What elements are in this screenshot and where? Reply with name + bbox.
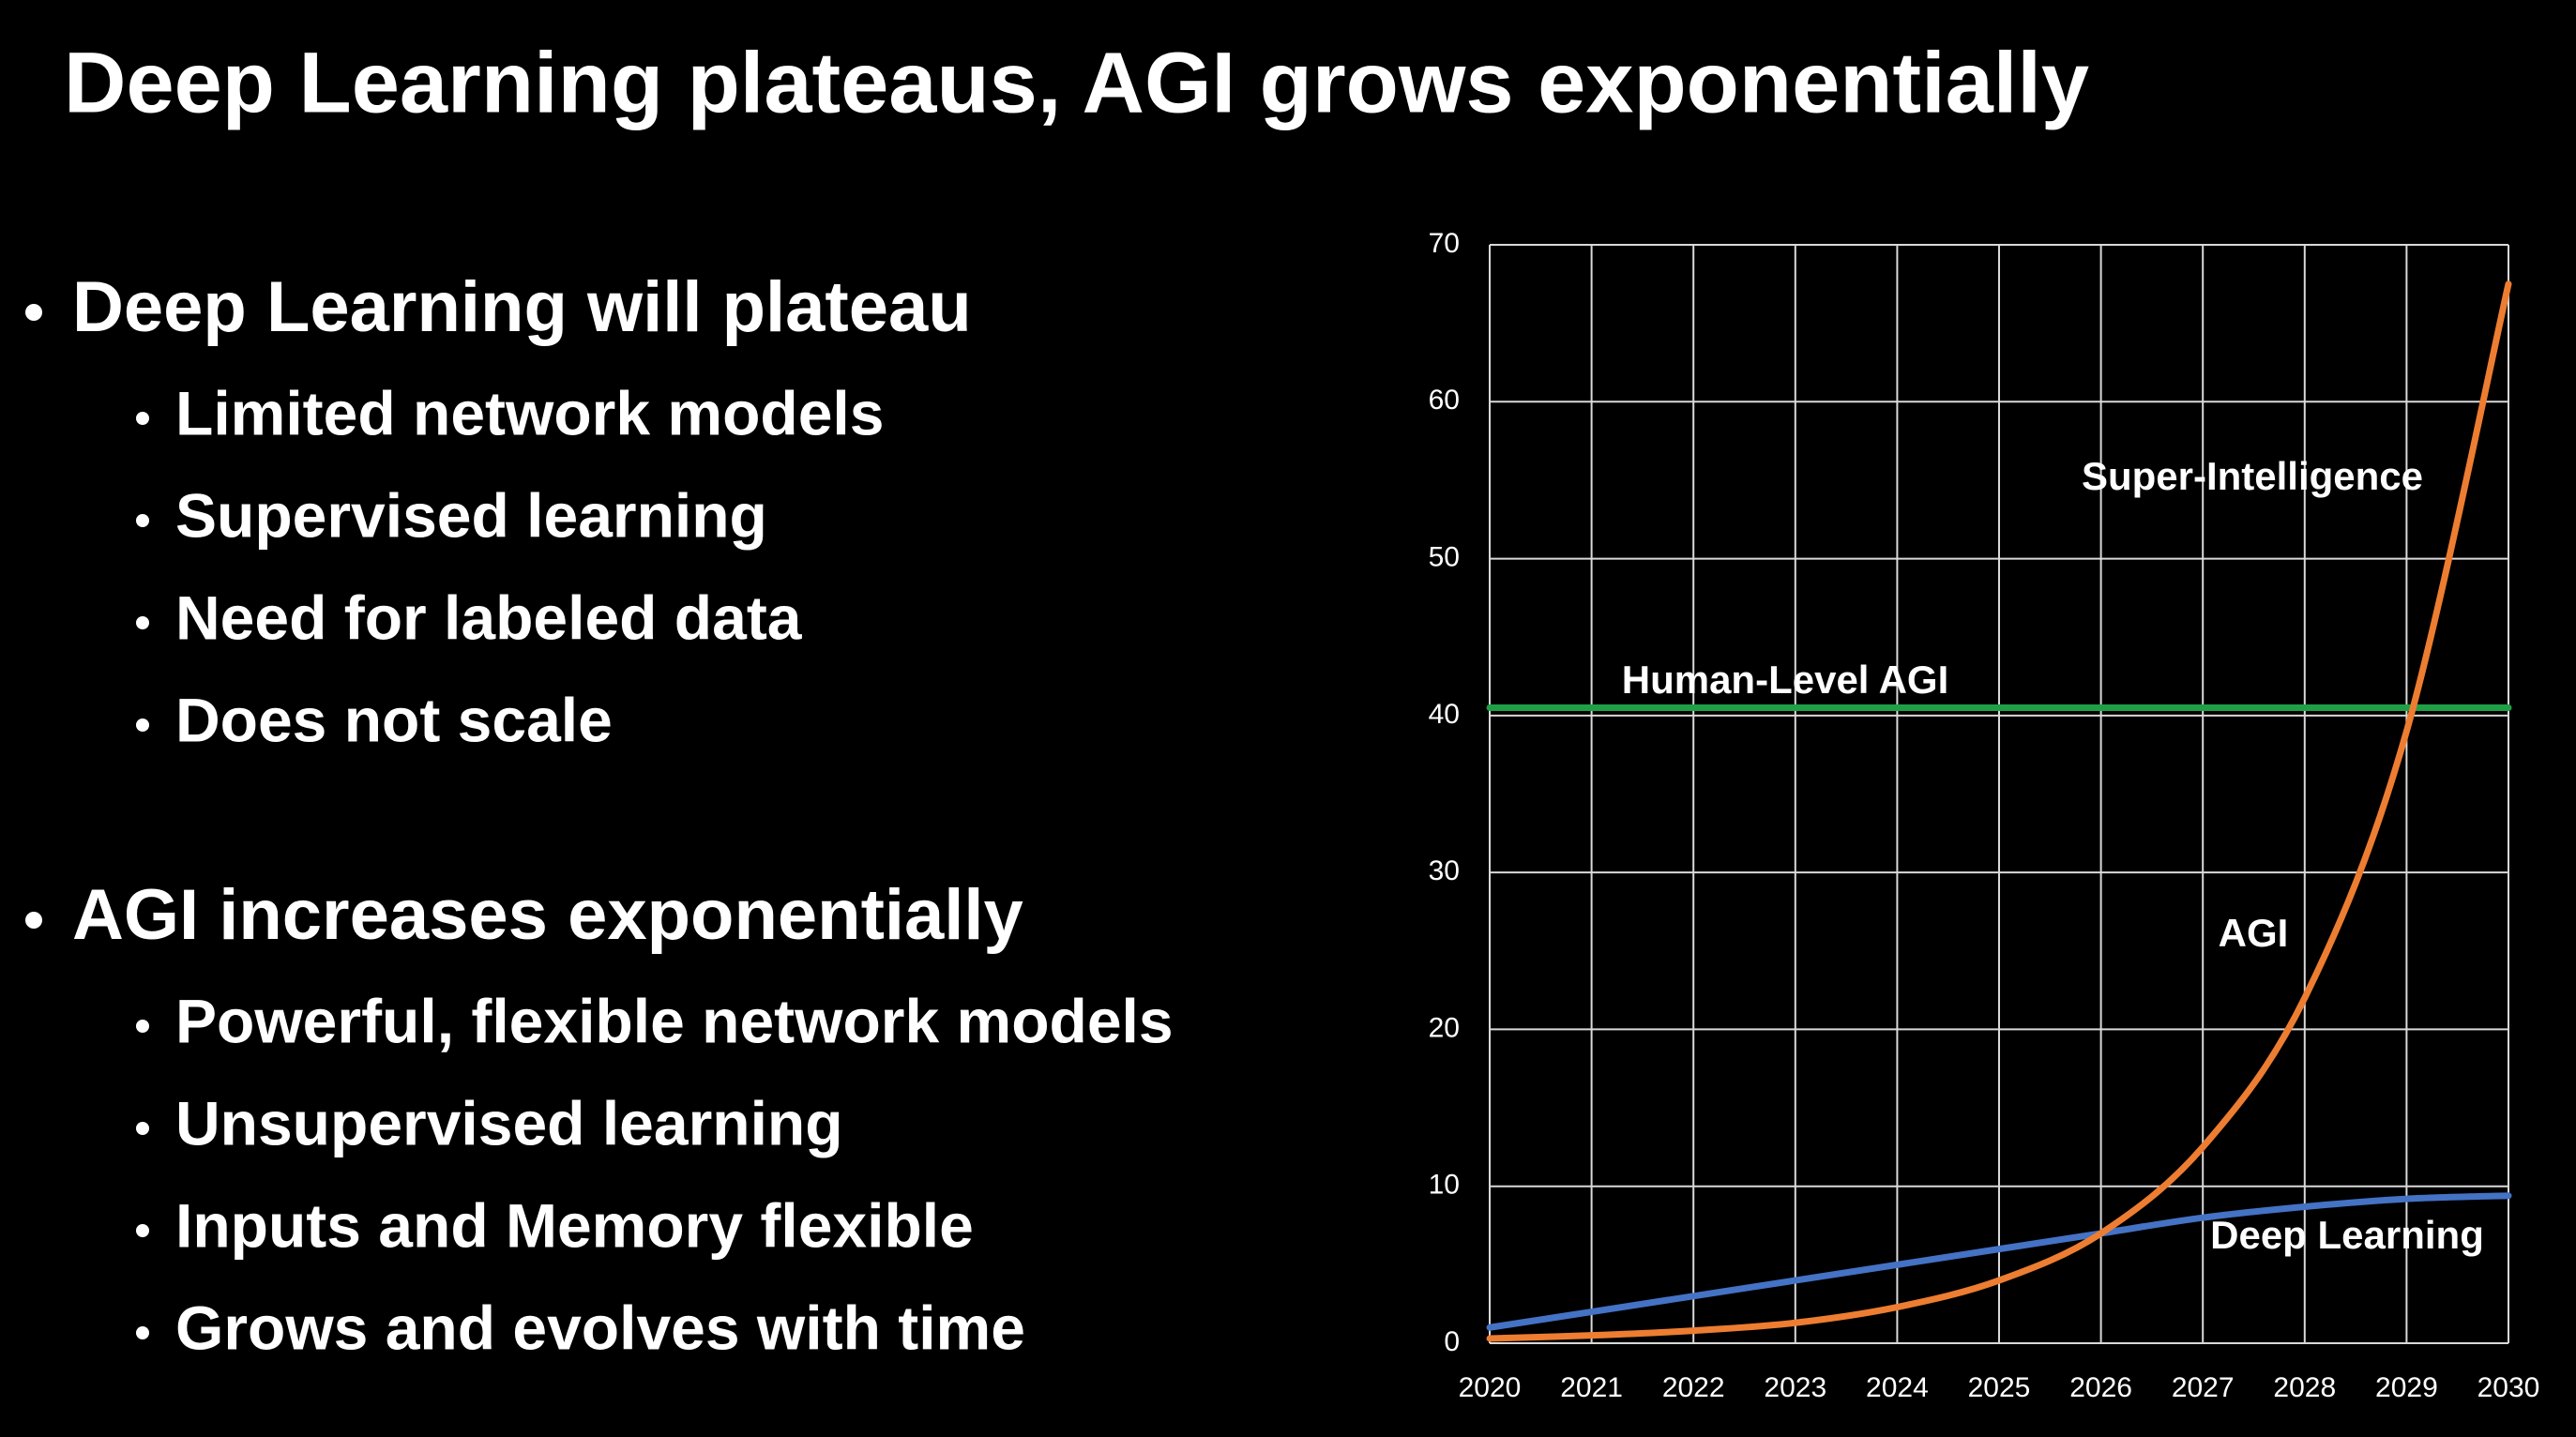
sub-bullet-dot (136, 718, 149, 732)
sub-bullet-text: Limited network models (175, 378, 884, 447)
y-tick-label: 10 (1429, 1170, 1460, 1201)
y-tick-label: 40 (1429, 699, 1460, 730)
series-line (1486, 280, 2512, 1342)
y-tick-label: 30 (1429, 855, 1460, 886)
x-tick-label: 2027 (2172, 1372, 2235, 1403)
slide-title: Deep Learning plateaus, AGI grows expone… (64, 35, 2089, 130)
x-tick-label: 2030 (2478, 1372, 2540, 1403)
sub-bullet-text: Need for labeled data (175, 582, 803, 652)
x-tick-label: 2021 (1560, 1372, 1623, 1403)
series-line (1486, 1192, 2512, 1331)
x-tick-label: 2023 (1764, 1372, 1826, 1403)
x-tick-label: 2029 (2375, 1372, 2438, 1403)
sub-bullet-text: Does not scale (175, 685, 613, 754)
y-tick-label: 50 (1429, 541, 1460, 572)
sub-bullet-dot (136, 616, 149, 629)
y-tick-label: 0 (1444, 1326, 1460, 1357)
sub-bullet-dot (136, 514, 149, 527)
bullet-text: Deep Learning will plateau (72, 267, 972, 347)
bullet-dot (25, 304, 42, 321)
sub-bullet-dot (136, 1122, 149, 1135)
sub-bullet-text: Grows and evolves with time (175, 1293, 1025, 1362)
x-tick-label: 2022 (1662, 1372, 1725, 1403)
bullet-text: AGI increases exponentially (72, 875, 1023, 955)
series-label: Deep Learning (2210, 1213, 2484, 1257)
sub-bullet-text: Unsupervised learning (175, 1088, 843, 1157)
sub-bullet-dot (136, 1326, 149, 1339)
sub-bullet-dot (136, 1224, 149, 1237)
x-tick-label: 2025 (1968, 1372, 2031, 1403)
x-tick-label: 2028 (2273, 1372, 2336, 1403)
y-tick-label: 60 (1429, 385, 1460, 416)
y-tick-label: 70 (1429, 228, 1460, 259)
bullet-dot (25, 912, 42, 929)
series-label: AGI (2219, 911, 2289, 955)
x-tick-label: 2024 (1866, 1372, 1929, 1403)
sub-bullet-dot (136, 1020, 149, 1033)
x-tick-label: 2020 (1459, 1372, 1522, 1403)
y-tick-label: 20 (1429, 1012, 1460, 1043)
series-label: Human-Level AGI (1622, 658, 1949, 702)
annotation: Super-Intelligence (2082, 454, 2423, 498)
sub-bullet-text: Powerful, flexible network models (175, 986, 1174, 1055)
sub-bullet-dot (136, 412, 149, 425)
x-tick-label: 2026 (2069, 1372, 2132, 1403)
sub-bullet-text: Inputs and Memory flexible (175, 1190, 974, 1260)
sub-bullet-text: Supervised learning (175, 480, 767, 550)
